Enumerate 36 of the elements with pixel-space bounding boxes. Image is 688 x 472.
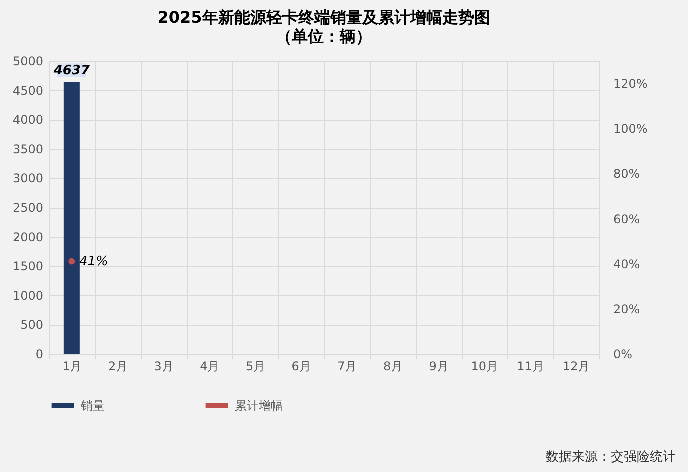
source-note: 数据来源：交强险统计 bbox=[546, 449, 676, 466]
chart-title: 2025年新能源轻卡终端销量及累计增幅走势图 bbox=[158, 8, 490, 27]
x-tick-label: 9月 bbox=[429, 360, 449, 374]
y2-tick-label: 120% bbox=[614, 77, 648, 92]
y-tick-label: 5000 bbox=[12, 54, 44, 68]
y-tick-label: 500 bbox=[20, 318, 44, 332]
x-tick-label: 12月 bbox=[562, 360, 590, 374]
x-tick-label: 2月 bbox=[108, 360, 128, 374]
x-tick-label: 8月 bbox=[383, 360, 404, 374]
y-tick-label: 1500 bbox=[12, 260, 44, 274]
y2-tick-label: 60% bbox=[614, 212, 640, 226]
y-tick-label: 3500 bbox=[12, 142, 44, 156]
y-tick-label: 2500 bbox=[12, 201, 44, 215]
y-tick-label: 0 bbox=[36, 348, 44, 362]
y2-tick-label: 0% bbox=[614, 348, 633, 362]
x-tick-label: 11月 bbox=[517, 360, 544, 374]
y2-tick-label: 100% bbox=[614, 122, 648, 136]
x-tick-label: 1月 bbox=[62, 360, 82, 374]
legend-label: 销量 bbox=[80, 399, 105, 413]
x-tick-label: 5月 bbox=[246, 360, 266, 374]
y-tick-label: 4000 bbox=[12, 113, 44, 128]
chart-subtitle: （单位：辆） bbox=[276, 27, 372, 46]
x-tick-label: 4月 bbox=[200, 360, 220, 374]
y2-tick-label: 20% bbox=[614, 302, 640, 316]
x-tick-label: 10月 bbox=[471, 360, 499, 374]
data-label: 4637 bbox=[52, 63, 91, 78]
y-tick-label: 4500 bbox=[12, 84, 44, 98]
y2-tick-label: 40% bbox=[614, 257, 640, 272]
y-tick-label: 3000 bbox=[12, 172, 44, 186]
x-tick-label: 3月 bbox=[154, 360, 174, 374]
legend-label: 累计增幅 bbox=[235, 399, 283, 413]
y-tick-label: 1000 bbox=[12, 288, 44, 303]
y2-tick-label: 80% bbox=[614, 167, 640, 182]
x-tick-label: 6月 bbox=[292, 360, 312, 374]
x-tick-label: 7月 bbox=[338, 360, 358, 374]
y-tick-label: 2000 bbox=[12, 230, 44, 244]
